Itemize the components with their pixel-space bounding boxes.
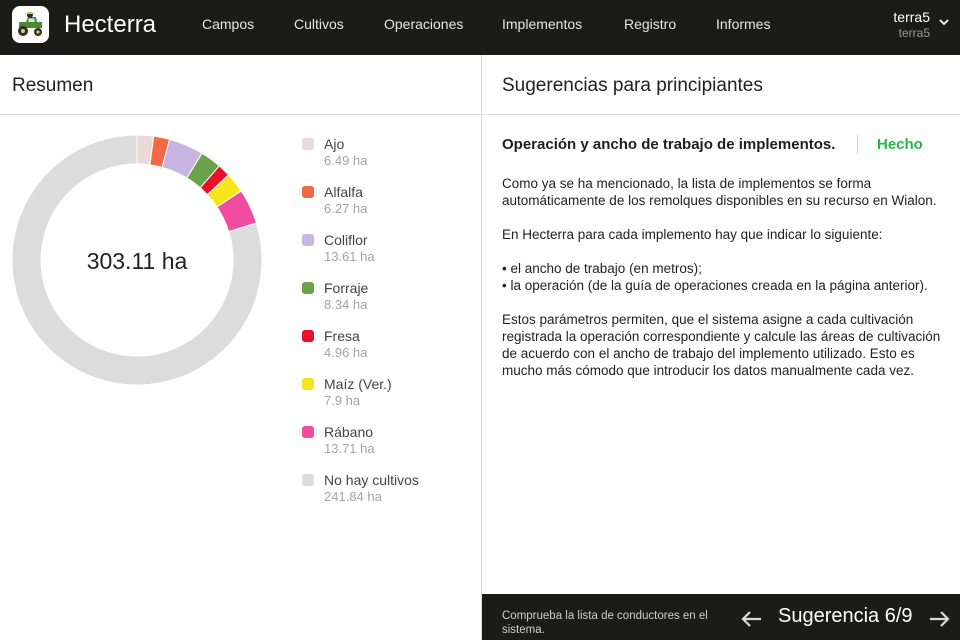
- legend-swatch: [302, 234, 314, 246]
- summary-title: Resumen: [12, 75, 94, 96]
- tip-body: Como ya se ha mencionado, la lista de im…: [502, 175, 952, 396]
- tip-separator: [857, 135, 858, 154]
- tip-paragraph: Estos parámetros permiten, que el sistem…: [502, 312, 941, 378]
- app-logo[interactable]: [12, 6, 49, 43]
- nav-item-implementos[interactable]: Implementos: [502, 16, 583, 32]
- legend-swatch: [302, 378, 314, 390]
- legend-swatch: [302, 138, 314, 150]
- legend-name: Fresa: [324, 328, 360, 344]
- summary-divider: [0, 114, 481, 115]
- area-donut-chart: [12, 135, 262, 385]
- tip-bullet: • el ancho de trabajo (en metros);: [502, 261, 702, 276]
- legend-name: Ajo: [324, 136, 345, 152]
- user-account: terra5: [898, 26, 930, 40]
- arrow-left-icon[interactable]: [740, 610, 762, 628]
- next-tip-link[interactable]: Comprueba la lista de conductores en el …: [502, 610, 708, 636]
- nav-item-cultivos[interactable]: Cultivos: [294, 16, 344, 32]
- total-area: 303.11 ha: [86, 248, 188, 274]
- tips-divider: [482, 114, 960, 115]
- tip-bullet: • la operación (de la guía de operacione…: [502, 278, 928, 293]
- legend-value: 4.96 ha: [324, 345, 368, 360]
- legend-name: Coliflor: [324, 232, 368, 248]
- legend-item: Coliflor 13.61 ha: [302, 232, 419, 280]
- legend-item: Alfalfa 6.27 ha: [302, 184, 419, 232]
- legend-name: Rábano: [324, 424, 374, 440]
- legend-swatch: [302, 186, 314, 198]
- done-button[interactable]: Hecho: [877, 136, 923, 153]
- legend-value: 13.71 ha: [324, 441, 375, 456]
- donut-slice: [12, 135, 262, 385]
- user-name: terra5: [893, 9, 930, 25]
- panel-divider: [481, 55, 482, 640]
- nav-item-operaciones[interactable]: Operaciones: [384, 16, 464, 32]
- legend-value: 6.27 ha: [324, 201, 368, 216]
- nav-item-registro[interactable]: Registro: [624, 16, 677, 32]
- legend-item: Forraje 8.34 ha: [302, 280, 419, 328]
- legend-name: Maíz (Ver.): [324, 376, 392, 392]
- legend-value: 8.34 ha: [324, 297, 368, 312]
- legend-swatch: [302, 330, 314, 342]
- app-brand: Hecterra: [64, 11, 157, 38]
- legend-name: Forraje: [324, 280, 369, 296]
- tip-paragraph: En Hecterra para cada implemento hay que…: [502, 227, 883, 242]
- legend-name: Alfalfa: [324, 184, 363, 200]
- nav-item-informes[interactable]: Informes: [716, 16, 771, 32]
- legend-value: 6.49 ha: [324, 153, 368, 168]
- legend-item: Maíz (Ver.) 7.9 ha: [302, 376, 419, 424]
- user-menu[interactable]: terra5 terra5: [893, 9, 930, 41]
- legend-item: Rábano 13.71 ha: [302, 424, 419, 472]
- legend-item: Fresa 4.96 ha: [302, 328, 419, 376]
- crop-legend: Ajo 6.49 ha Alfalfa 6.27 ha Coliflor 13.61 ha…: [302, 136, 419, 520]
- tip-heading: Operación y ancho de trabajo de implemen…: [502, 136, 836, 153]
- tips-title: Sugerencias para principiantes: [502, 75, 763, 96]
- tips-footer: Comprueba la lista de conductores en el …: [482, 594, 960, 640]
- chevron-down-icon[interactable]: [938, 16, 950, 28]
- legend-value: 13.61 ha: [324, 249, 375, 264]
- legend-swatch: [302, 474, 314, 486]
- nav-item-campos[interactable]: Campos: [202, 16, 255, 32]
- top-navigation-bar: Hecterra Campos Cultivos Operaciones Imp…: [0, 0, 960, 55]
- legend-value: 7.9 ha: [324, 393, 361, 408]
- legend-name: No hay cultivos: [324, 472, 419, 488]
- tip-paragraph: Como ya se ha mencionado, la lista de im…: [502, 176, 937, 208]
- tip-counter: Sugerencia 6/9: [778, 605, 913, 627]
- legend-item: No hay cultivos 241.84 ha: [302, 472, 419, 520]
- legend-swatch: [302, 426, 314, 438]
- legend-item: Ajo 6.49 ha: [302, 136, 419, 184]
- legend-swatch: [302, 282, 314, 294]
- legend-value: 241.84 ha: [324, 489, 382, 504]
- tractor-icon: [18, 12, 42, 36]
- arrow-right-icon[interactable]: [929, 610, 951, 628]
